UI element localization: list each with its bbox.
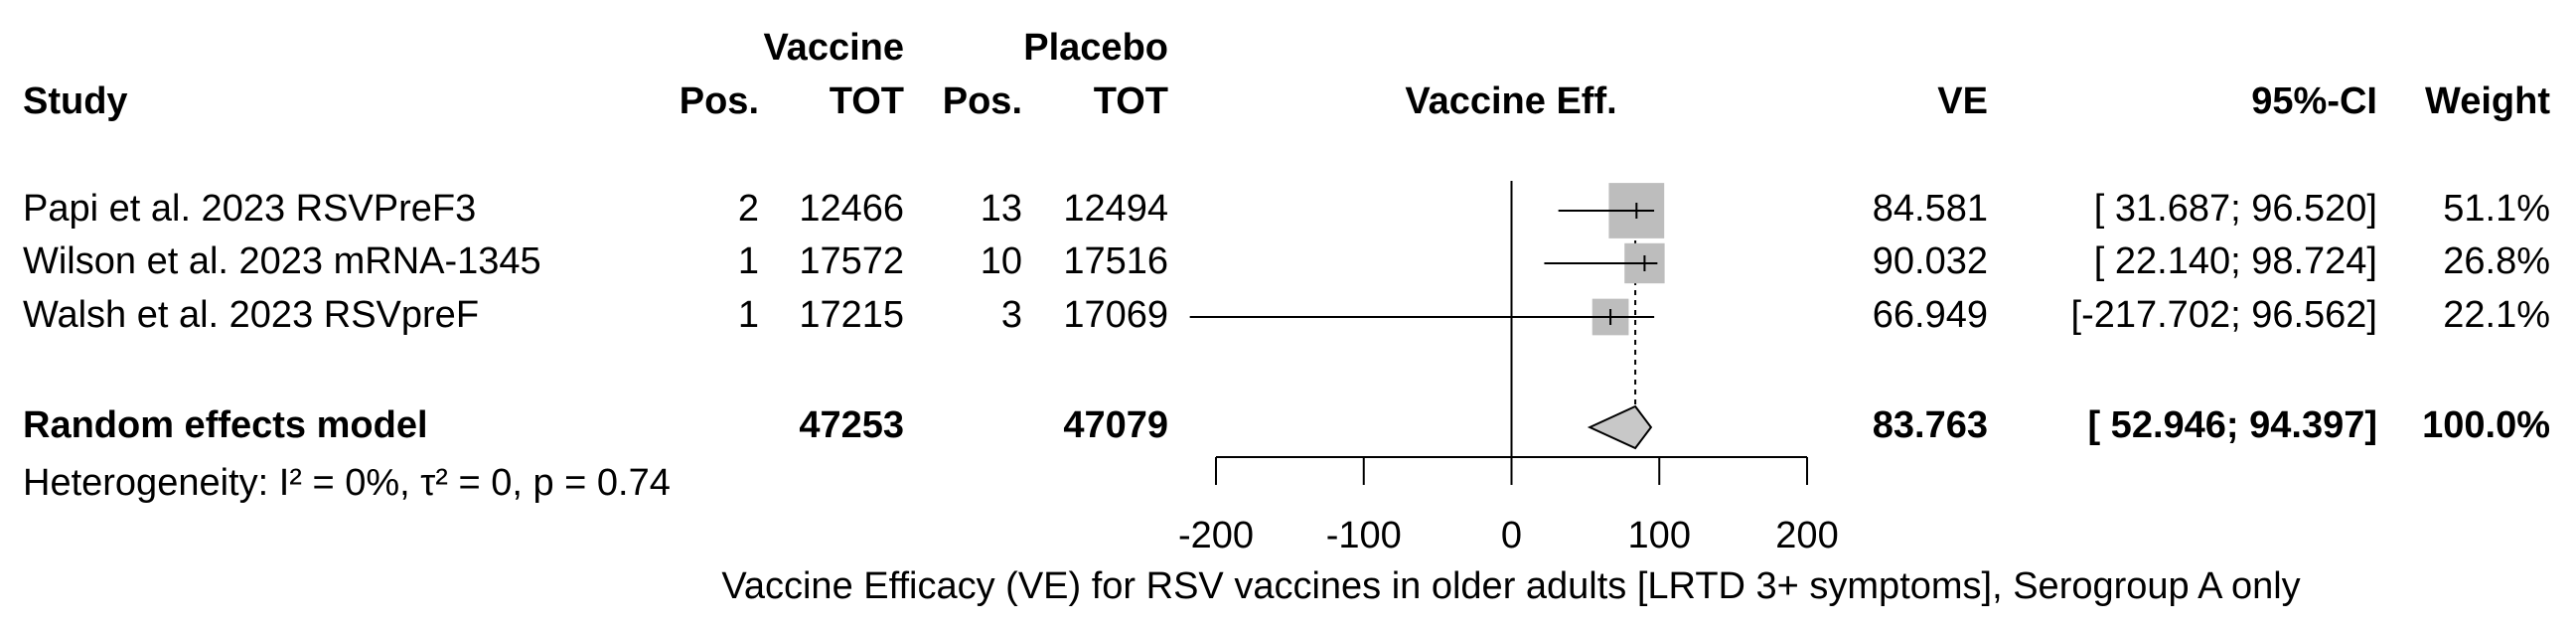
cell: 17572 bbox=[799, 240, 904, 282]
header: Study bbox=[23, 80, 128, 122]
cell: 12494 bbox=[1063, 188, 1168, 230]
header: TOT bbox=[1094, 80, 1168, 122]
cell: 26.8% bbox=[2443, 240, 2550, 282]
x-tick-label: -200 bbox=[1178, 515, 1254, 556]
cell: 84.581 bbox=[1873, 188, 1988, 230]
heterogeneity: Heterogeneity: I² = 0%, τ² = 0, p = 0.74 bbox=[23, 462, 671, 504]
cell: 17215 bbox=[799, 294, 904, 336]
pooled-cell: 47079 bbox=[1063, 404, 1168, 446]
cell: 90.032 bbox=[1873, 240, 1988, 282]
pooled-cell: 100.0% bbox=[2422, 404, 2550, 446]
header: Placebo bbox=[1023, 27, 1168, 69]
header: 95%-CI bbox=[2251, 80, 2377, 122]
cell: 66.949 bbox=[1873, 294, 1988, 336]
cell: 1 bbox=[738, 240, 759, 282]
cell: 22.1% bbox=[2443, 294, 2550, 336]
header: VE bbox=[1937, 80, 1988, 122]
pooled-cell: 83.763 bbox=[1873, 404, 1988, 446]
x-tick-label: 200 bbox=[1775, 515, 1838, 556]
header: Pos. bbox=[943, 80, 1022, 122]
header: Vaccine bbox=[763, 27, 904, 69]
cell: 17069 bbox=[1063, 294, 1168, 336]
pooled-cell: [ 52.946; 94.397] bbox=[2087, 404, 2377, 446]
pooled-diamond bbox=[1587, 404, 1653, 450]
pooled-cell: 47253 bbox=[799, 404, 904, 446]
cell: 2 bbox=[738, 188, 759, 230]
header: Pos. bbox=[680, 80, 759, 122]
cell: [-217.702; 96.562] bbox=[2071, 294, 2377, 336]
x-tick-label: 100 bbox=[1628, 515, 1691, 556]
cell: 10 bbox=[981, 240, 1022, 282]
cell: [ 31.687; 96.520] bbox=[2094, 188, 2377, 230]
header: TOT bbox=[830, 80, 904, 122]
x-tick-label: -100 bbox=[1326, 515, 1402, 556]
x-tick-label: 0 bbox=[1501, 515, 1522, 556]
cell: 51.1% bbox=[2443, 188, 2550, 230]
header: Vaccine Eff. bbox=[1405, 80, 1616, 122]
study-name: Papi et al. 2023 RSVPreF3 bbox=[23, 188, 476, 230]
study-name: Walsh et al. 2023 RSVpreF bbox=[23, 294, 479, 336]
cell: 13 bbox=[981, 188, 1022, 230]
cell: [ 22.140; 98.724] bbox=[2094, 240, 2377, 282]
cell: 3 bbox=[1001, 294, 1022, 336]
study-name: Wilson et al. 2023 mRNA-1345 bbox=[23, 240, 541, 282]
cell: 1 bbox=[738, 294, 759, 336]
cell: 17516 bbox=[1063, 240, 1168, 282]
x-axis-label: Vaccine Efficacy (VE) for RSV vaccines i… bbox=[721, 565, 2300, 607]
pooled-name: Random effects model bbox=[23, 404, 428, 446]
cell: 12466 bbox=[799, 188, 904, 230]
header: Weight bbox=[2425, 80, 2550, 122]
